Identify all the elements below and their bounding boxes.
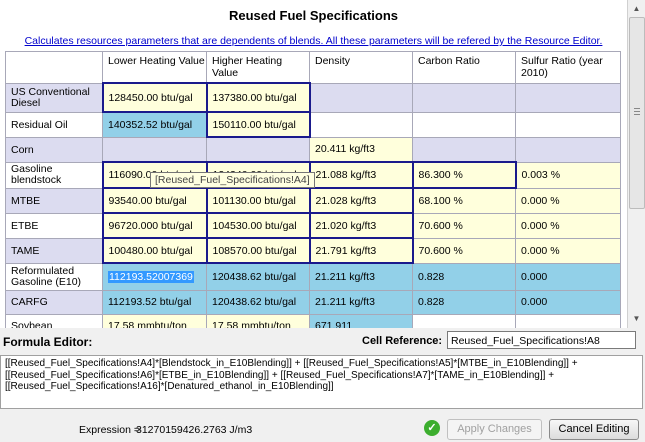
table-row: Soybean 17.58 mmbtu/ton 17.58 mmbtu/ton … xyxy=(5,313,621,328)
table-row: ETBE 96720.000 btu/gal 104530.00 btu/gal… xyxy=(5,212,621,239)
grip-line-icon xyxy=(634,114,640,115)
cell-lhv[interactable]: 100480.00 btu/gal xyxy=(101,237,208,264)
header-carbon-ratio: Carbon Ratio xyxy=(412,51,516,84)
cell-carbon[interactable]: 70.600 % xyxy=(412,212,516,239)
scroll-up-icon[interactable]: ▲ xyxy=(632,4,641,13)
cell-sulfur[interactable]: 0.000 % xyxy=(515,187,621,214)
cell-hhv[interactable]: 101130.00 btu/gal xyxy=(205,187,311,214)
expression-value: 31270159426.2763 J/m3 xyxy=(136,424,253,436)
cell-hhv[interactable]: 150110.00 btu/gal xyxy=(205,111,311,138)
row-label: ETBE xyxy=(5,212,103,239)
header-sulfur-ratio: Sulfur Ratio (year 2010) xyxy=(515,51,621,84)
header-row: Lower Heating Value Higher Heating Value… xyxy=(5,51,621,84)
apply-changes-button[interactable]: Apply Changes xyxy=(447,419,542,440)
cell-sulfur[interactable]: 0.000 % xyxy=(515,212,621,239)
expression-label: Expression = xyxy=(79,424,140,436)
cell-hhv[interactable]: 120438.62 btu/gal xyxy=(206,289,310,315)
cell-density[interactable] xyxy=(309,82,413,113)
cell-lhv-selected[interactable]: 112193.52007369 xyxy=(102,262,207,291)
cell-sulfur[interactable]: 0.003 % xyxy=(515,161,621,189)
cell-lhv[interactable] xyxy=(102,136,207,163)
table-row: Corn 20.411 kg/ft3 xyxy=(5,136,621,163)
cell-density[interactable]: 20.411 kg/ft3 xyxy=(309,136,413,163)
cell-hhv[interactable]: 108570.00 btu/gal xyxy=(205,237,311,264)
table-row: TAME 100480.00 btu/gal 108570.00 btu/gal… xyxy=(5,237,621,264)
cell-carbon[interactable]: 0.828 xyxy=(412,262,516,291)
cell-carbon[interactable] xyxy=(412,82,516,113)
sheet-description-link[interactable]: Calculates resources parameters that are… xyxy=(24,35,603,47)
cell-lhv[interactable]: 112193.52 btu/gal xyxy=(102,289,207,315)
table-row: Residual Oil 140352.52 btu/gal 150110.00… xyxy=(5,111,621,138)
cell-sulfur[interactable] xyxy=(515,82,621,113)
row-label: US Conventional Diesel xyxy=(5,82,103,113)
fuel-spec-table: Lower Heating Value Higher Heating Value… xyxy=(5,51,621,328)
table-row: MTBE 93540.00 btu/gal 101130.00 btu/gal … xyxy=(5,187,621,214)
header-density: Density xyxy=(309,51,413,84)
cell-lhv[interactable]: 96720.000 btu/gal xyxy=(101,212,208,239)
scrollbar-thumb[interactable] xyxy=(629,17,645,209)
cell-hhv[interactable] xyxy=(206,136,310,163)
cell-carbon[interactable]: 68.100 % xyxy=(412,187,516,214)
selected-cell-text: 112193.52007369 xyxy=(108,270,194,283)
row-label: CARFG xyxy=(5,289,103,315)
cell-reference-field[interactable]: Reused_Fuel_Specifications!A8 xyxy=(447,331,636,349)
cell-density[interactable]: 671.911 xyxy=(309,313,413,328)
cell-hhv[interactable]: 137380.00 btu/gal xyxy=(205,82,311,113)
scroll-down-icon[interactable]: ▼ xyxy=(632,314,641,323)
table-row: CARFG 112193.52 btu/gal 120438.62 btu/ga… xyxy=(5,289,621,315)
cell-sulfur[interactable] xyxy=(515,136,621,163)
header-lower-heating-value: Lower Heating Value xyxy=(102,51,207,84)
row-label: Soybean xyxy=(5,313,103,328)
header-corner xyxy=(5,51,103,84)
cell-carbon[interactable]: 70.600 % xyxy=(412,237,516,264)
vertical-scrollbar[interactable]: ▲ ▼ xyxy=(627,0,645,328)
cancel-editing-button[interactable]: Cancel Editing xyxy=(549,419,639,440)
cell-carbon[interactable] xyxy=(412,111,516,138)
cell-reference-tooltip: [Reused_Fuel_Specifications!A4] xyxy=(150,172,315,188)
cell-density[interactable]: 21.028 kg/ft3 xyxy=(308,187,414,214)
cell-carbon[interactable]: 0.828 xyxy=(412,289,516,315)
formula-editor-label: Formula Editor: xyxy=(3,335,93,349)
spreadsheet-view[interactable]: Reused Fuel Specifications Calculates re… xyxy=(0,0,627,328)
formula-textarea[interactable]: [[Reused_Fuel_Specifications!A4]*[Blends… xyxy=(0,355,643,409)
cell-reference-label: Cell Reference: xyxy=(362,335,443,347)
cell-lhv[interactable]: 140352.52 btu/gal xyxy=(102,111,207,138)
cell-hhv[interactable]: 120438.62 btu/gal xyxy=(206,262,310,291)
grip-line-icon xyxy=(634,111,640,112)
row-label: TAME xyxy=(5,237,103,264)
cell-density[interactable]: 21.211 kg/ft3 xyxy=(309,262,413,291)
row-label: Residual Oil xyxy=(5,111,103,138)
cell-sulfur[interactable]: 0.000 xyxy=(515,289,621,315)
cell-carbon[interactable] xyxy=(412,136,516,163)
cell-hhv[interactable]: 104530.00 btu/gal xyxy=(205,212,311,239)
cell-sulfur[interactable]: 0.000 xyxy=(515,262,621,291)
cell-sulfur[interactable]: 0.000 % xyxy=(515,237,621,264)
cell-lhv[interactable]: 17.58 mmbtu/ton xyxy=(102,313,207,328)
header-higher-heating-value: Higher Heating Value xyxy=(206,51,310,84)
cell-carbon[interactable] xyxy=(412,313,516,328)
row-label: Reformulated Gasoline (E10) xyxy=(5,262,103,291)
cell-density[interactable]: 21.088 kg/ft3 xyxy=(308,161,414,189)
check-circle-icon: ✓ xyxy=(424,420,440,436)
table-row: US Conventional Diesel 128450.00 btu/gal… xyxy=(5,82,621,113)
row-label: Corn xyxy=(5,136,103,163)
sheet-title: Reused Fuel Specifications xyxy=(228,8,399,23)
cell-density[interactable]: 21.020 kg/ft3 xyxy=(308,212,414,239)
cell-hhv[interactable]: 17.58 mmbtu/ton xyxy=(206,313,310,328)
table-row: Reformulated Gasoline (E10) 112193.52007… xyxy=(5,262,621,291)
cell-sulfur[interactable] xyxy=(515,313,621,328)
row-label: MTBE xyxy=(5,187,103,214)
cell-lhv[interactable]: 93540.00 btu/gal xyxy=(101,187,208,214)
cell-lhv[interactable]: 128450.00 btu/gal xyxy=(101,82,208,113)
cell-sulfur[interactable] xyxy=(515,111,621,138)
cell-carbon[interactable]: 86.300 % xyxy=(411,161,517,189)
cell-density[interactable]: 21.211 kg/ft3 xyxy=(309,289,413,315)
cell-density[interactable] xyxy=(309,111,413,138)
cell-density[interactable]: 21.791 kg/ft3 xyxy=(308,237,414,264)
row-label: Gasoline blendstock xyxy=(5,161,103,189)
grip-line-icon xyxy=(634,108,640,109)
